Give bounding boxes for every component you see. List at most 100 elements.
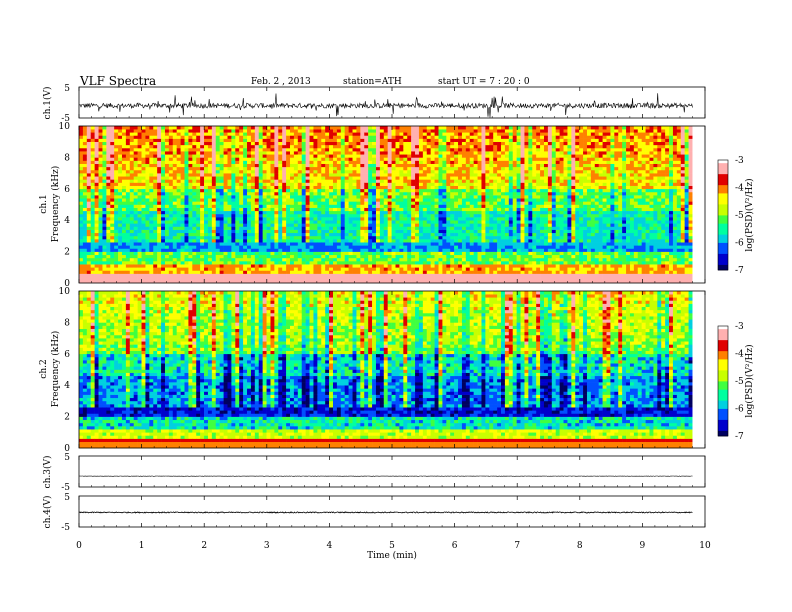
spectrogram-cell [286, 235, 291, 240]
spectrogram-cell [309, 213, 314, 218]
spectrogram-cell [454, 204, 459, 208]
spectrogram-cell [461, 220, 467, 224]
spectrogram-cell [141, 207, 146, 212]
spectrogram-cell [188, 270, 193, 274]
spectrogram-cell [118, 235, 123, 240]
spectrogram-cell [356, 232, 361, 237]
spectrogram-cell [223, 154, 228, 158]
spectrogram-cell [274, 229, 279, 234]
spectrogram-cell [356, 188, 361, 193]
spectrogram-cell [317, 217, 322, 221]
spectrogram-cell [411, 147, 416, 152]
spectrogram-cell [321, 232, 326, 237]
spectrogram-cell [90, 185, 95, 190]
spectrogram-cell [430, 166, 435, 171]
spectrogram-cell [395, 229, 400, 234]
spectrogram-cell [98, 176, 103, 180]
spectrogram-cell [219, 226, 224, 230]
spectrogram-cell [407, 185, 412, 190]
spectrogram-cell [79, 257, 84, 262]
spectrogram-cell [321, 129, 326, 133]
spectrogram-cell [82, 195, 88, 199]
spectrogram-cell [461, 160, 467, 164]
spectrogram-cell [450, 210, 455, 215]
spectrogram-cell [219, 179, 224, 183]
spectrogram-cell [368, 217, 373, 221]
spectrogram-cell [301, 198, 306, 202]
spectrogram-cell [403, 279, 408, 284]
spectrogram-cell [348, 169, 353, 174]
spectrogram-cell [110, 138, 115, 142]
spectrogram-cell [372, 163, 377, 168]
spectrogram-cell [391, 185, 396, 190]
spectrogram-cell [286, 273, 291, 278]
spectrogram-cell [461, 229, 467, 234]
spectrogram-cell [157, 201, 162, 205]
spectrogram-cell [465, 210, 471, 215]
spectrogram-cell [106, 223, 111, 227]
spectrogram-cell [250, 248, 256, 252]
spectrogram-cell [340, 217, 346, 221]
spectrogram-cell [364, 163, 369, 168]
spectrogram-cell [313, 232, 318, 237]
spectrogram-cell [207, 276, 213, 281]
spectrogram-cell [325, 195, 330, 199]
spectrogram-cell [164, 169, 170, 174]
spectrogram-cell [321, 135, 326, 139]
spectrogram-cell [176, 179, 181, 183]
spectrogram-cell [157, 267, 162, 271]
spectrogram-cell [133, 138, 138, 142]
spectrogram-cell [317, 154, 322, 158]
spectrogram-cell [258, 182, 263, 186]
spectrogram-cell [293, 151, 299, 155]
spectrogram-cell [258, 141, 263, 146]
spectrogram-cell [450, 213, 455, 218]
spectrogram-cell [442, 257, 447, 262]
spectrogram-cell [215, 176, 220, 180]
spectrogram-cell [313, 151, 318, 155]
spectrogram-cell [418, 173, 424, 177]
spectrogram-cell [340, 254, 346, 259]
spectrogram-cell [317, 195, 322, 199]
spectrogram-cell [450, 223, 455, 227]
spectrogram-cell [239, 151, 244, 155]
spectrogram-cell [231, 176, 236, 180]
spectrogram-cell [379, 226, 385, 230]
spectrogram-cell [313, 173, 318, 177]
spectrogram-cell [411, 129, 416, 133]
spectrogram-cell [243, 191, 248, 196]
spectrogram-cell [94, 144, 99, 149]
spectrogram-cell [204, 235, 209, 240]
spectrogram-cell [121, 129, 127, 133]
spectrogram-cell [192, 239, 197, 243]
spectrogram-cell [458, 144, 463, 149]
spectrogram-cell [153, 151, 158, 155]
spectrogram-cell [309, 195, 314, 199]
spectrogram-cell [121, 270, 127, 274]
spectrogram-cell [465, 204, 471, 208]
spectrogram-cell [313, 229, 318, 234]
spectrogram-cell [282, 239, 287, 243]
spectrogram-cell [442, 210, 447, 215]
spectrogram-cell [461, 251, 467, 256]
spectrogram-cell [348, 239, 353, 243]
spectrogram-cell [207, 132, 213, 136]
spectrogram-cell [180, 166, 185, 171]
spectrogram-cell [356, 210, 361, 215]
spectrogram-cell [368, 129, 373, 133]
spectrogram-cell [227, 201, 232, 205]
spectrogram-cell [418, 198, 424, 202]
spectrogram-cell [125, 141, 131, 146]
spectrogram-cell [458, 179, 463, 183]
spectrogram-cell [219, 169, 224, 174]
spectrogram-cell [426, 245, 431, 249]
spectrogram-cell [180, 270, 185, 274]
spectrogram-cell [153, 213, 158, 218]
spectrogram-cell [207, 226, 213, 230]
spectrogram-cell [309, 157, 314, 161]
spectrogram-cell [176, 261, 181, 265]
spectrogram-cell [430, 210, 435, 215]
spectrogram-cell [465, 229, 471, 234]
spectrogram-cell [168, 126, 174, 130]
spectrogram-cell [82, 138, 88, 142]
